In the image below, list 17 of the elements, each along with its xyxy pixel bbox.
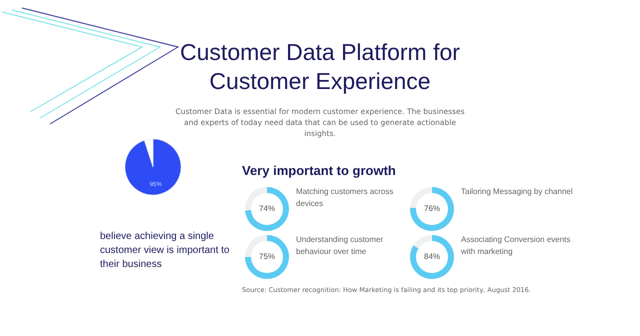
donut-slice — [410, 187, 454, 231]
text: Customer Data Platform for Customer Experience — [179, 38, 461, 96]
text: Tailoring Messaging by channel — [461, 186, 574, 198]
donut-slice — [413, 235, 432, 248]
donut-slice — [245, 187, 289, 231]
text: Associating Conversion events with marketing — [461, 234, 572, 258]
donut-slice — [245, 235, 289, 279]
data-label: 74% — [258, 204, 276, 213]
text: believe achieving a single customer view is important to their business — [100, 230, 230, 272]
data-label: 75% — [258, 252, 276, 261]
text: Understanding customer behaviour over time — [296, 234, 384, 258]
pie-slice — [124, 138, 182, 196]
data-label: 76% — [424, 204, 440, 213]
text: Very important to growth — [242, 163, 397, 178]
donut-slice — [410, 235, 454, 279]
data-label: 84% — [424, 252, 440, 261]
text: Matching customers across devices — [296, 186, 394, 210]
